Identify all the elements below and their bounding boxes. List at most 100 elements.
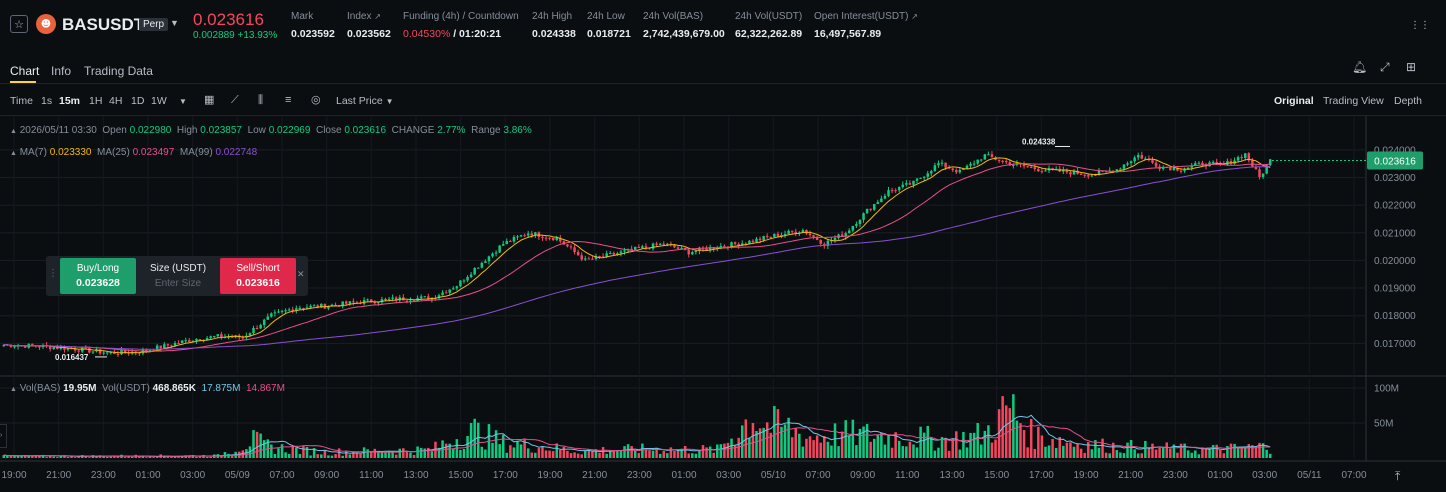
interval-1h[interactable]: 1H	[89, 95, 103, 107]
interval-dropdown-chevron-icon[interactable]: ▼	[179, 97, 187, 106]
candle-body	[862, 213, 865, 220]
volume-bar	[880, 432, 883, 458]
volume-bar	[405, 450, 409, 458]
interval-1w[interactable]: 1W	[151, 95, 167, 107]
volume-bar	[1076, 443, 1079, 458]
tab-info[interactable]: Info	[51, 64, 72, 78]
interval-15m[interactable]: 15m	[59, 95, 81, 107]
more-menu-icon[interactable]: ⋮⋮	[1410, 20, 1430, 31]
price-chart[interactable]: 0.024000 0.023000 0.022000 0.021000 0.020000…	[0, 116, 1446, 492]
volume-bar	[498, 444, 501, 458]
candle-body	[477, 267, 480, 269]
sell-short-button[interactable]: Sell/Short 0.023616	[220, 258, 296, 294]
interval-4h[interactable]: 4H	[109, 95, 123, 107]
ohlc-open-label: Open	[102, 125, 127, 136]
candle-body	[523, 235, 526, 237]
interval-1d[interactable]: 1D	[131, 95, 145, 107]
time-tick-label: 09:00	[850, 470, 875, 481]
volume-bar	[1226, 445, 1229, 458]
view-original[interactable]: Original	[1274, 95, 1314, 107]
volume-bar	[209, 456, 212, 458]
volume-bar	[644, 449, 648, 458]
bell-icon[interactable]: 🔔︎	[1352, 60, 1368, 74]
volume-bar	[601, 447, 605, 458]
view-depth[interactable]: Depth	[1394, 95, 1423, 107]
volume-bar	[830, 445, 833, 458]
tab-trading-data[interactable]: Trading Data	[84, 64, 153, 78]
candle-body	[484, 261, 487, 263]
stat-label: Funding (4h) / Countdown	[403, 11, 519, 22]
size-input[interactable]: Size (USDT) Enter Size	[136, 258, 220, 294]
candle-body	[940, 162, 944, 164]
indicator-chart-icon[interactable]: ⟋	[231, 94, 239, 106]
volume-bar	[1133, 449, 1136, 458]
target-icon[interactable]: ◎	[311, 94, 321, 106]
volume-bar	[1062, 445, 1065, 458]
candle-body	[31, 343, 34, 346]
collapse-chevron-icon[interactable]: ▲	[10, 386, 17, 393]
volume-bar	[1004, 405, 1008, 458]
symbol-dropdown-chevron-icon[interactable]: ▼	[170, 18, 179, 28]
settings-sliders-icon[interactable]: ≡	[285, 94, 292, 106]
stat-open-interest[interactable]: Open Interest(USDT) ↗ 16,497,567.89	[814, 11, 918, 40]
close-icon[interactable]: ✕	[297, 269, 305, 279]
candle-body	[391, 297, 394, 299]
candle-body	[1101, 170, 1104, 172]
volume-bar	[123, 456, 127, 458]
grid-layout-icon[interactable]: ⊞	[1406, 60, 1417, 74]
volume-bar	[394, 454, 398, 458]
candle-body	[687, 249, 690, 255]
size-placeholder[interactable]: Enter Size	[154, 278, 202, 289]
vol-bas-value: 19.95M	[63, 383, 97, 394]
price-type-select[interactable]: Last Price ▼	[336, 95, 394, 107]
candle-body	[387, 298, 391, 300]
candle-body	[437, 295, 441, 299]
calendar-icon[interactable]: ▦	[204, 94, 215, 106]
stat-value: 16,497,567.89	[814, 28, 882, 40]
drag-handle-icon[interactable]: ⋮	[48, 268, 58, 279]
time-label[interactable]: Time	[10, 95, 33, 107]
volume-bar	[865, 424, 869, 458]
candle-body	[277, 311, 280, 313]
volume-bar	[616, 450, 619, 458]
expand-left-chevron-icon[interactable]: ›	[0, 424, 7, 448]
volume-bar	[270, 444, 273, 458]
tab-chart[interactable]: Chart	[10, 64, 40, 78]
volume-bar	[427, 447, 430, 458]
candle-style-icon[interactable]: ⫼	[258, 94, 264, 106]
fullscreen-icon[interactable]: ⤢	[1380, 60, 1390, 74]
volume-bar	[45, 456, 48, 458]
price-change-abs: 0.002889	[193, 30, 235, 41]
price-tick-label: 0.022000	[1374, 201, 1416, 212]
candle-body	[469, 274, 473, 278]
time-tick-label: 01:00	[135, 470, 160, 481]
candle-body	[505, 241, 509, 245]
volume-bar	[412, 455, 416, 458]
volume-bar	[66, 457, 70, 458]
favorite-star-icon[interactable]: ☆	[10, 15, 28, 33]
volume-bar	[494, 430, 498, 458]
candle-body	[509, 241, 512, 243]
volume-bar	[587, 448, 591, 458]
volume-bar	[205, 456, 209, 458]
collapse-chevron-icon[interactable]: ▲	[10, 150, 17, 157]
candle-body	[1012, 164, 1015, 166]
reset-scale-icon[interactable]: ⤒	[1395, 469, 1401, 483]
ma99-line	[3, 165, 1271, 350]
volume-bar	[755, 431, 758, 458]
ohlc-range: 3.86%	[503, 125, 532, 136]
stat-index[interactable]: Index ↗ 0.023562	[347, 11, 391, 40]
symbol-name[interactable]: BASUSDT	[62, 15, 145, 34]
candle-body	[944, 162, 947, 168]
buy-long-button[interactable]: Buy/Long 0.023628	[60, 258, 136, 294]
candle-body	[241, 337, 245, 339]
volume-bar	[141, 456, 145, 458]
volume-bar	[1044, 446, 1047, 458]
candle-body	[676, 247, 680, 249]
view-trading-view[interactable]: Trading View	[1323, 95, 1384, 107]
candle-body	[848, 230, 851, 234]
candle-body	[551, 237, 555, 240]
candle-body	[901, 184, 905, 188]
collapse-chevron-icon[interactable]: ▲	[10, 128, 17, 135]
interval-1s[interactable]: 1s	[41, 95, 53, 107]
